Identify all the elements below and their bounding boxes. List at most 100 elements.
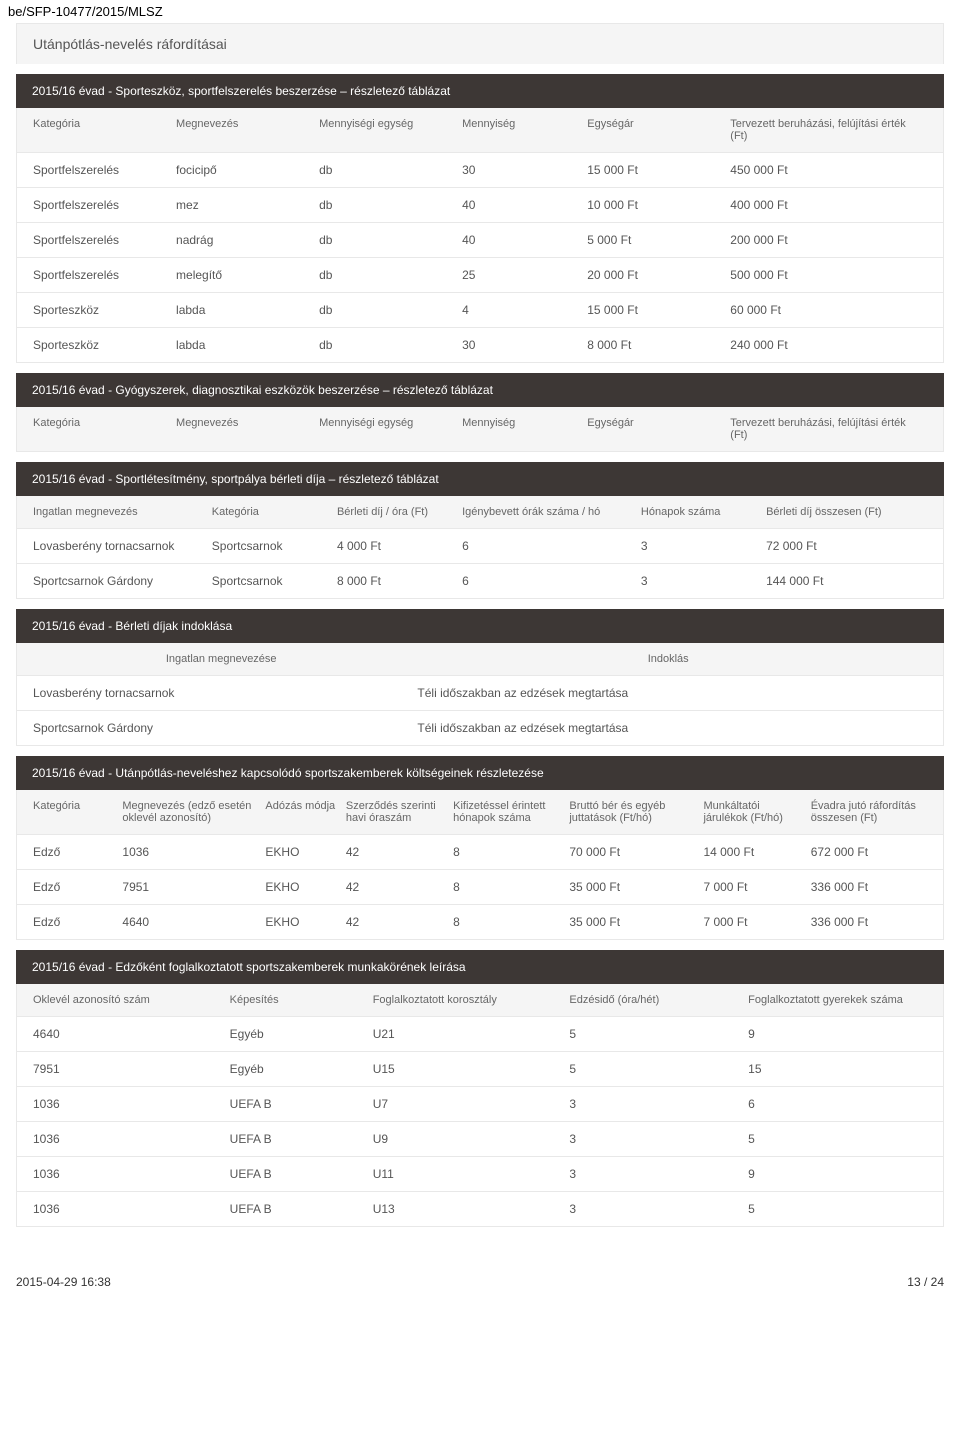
column-header: Megnevezés (edző esetén oklevél azonosít… <box>122 800 265 824</box>
table-cell: 4640 <box>33 1027 230 1041</box>
table-cell: Sporteszköz <box>33 338 176 352</box>
table-cell: Sportcsarnok Gárdony <box>33 721 417 735</box>
column-header: Hónapok száma <box>641 506 766 518</box>
table-row: Sportfelszerelésfocicipődb3015 000 Ft450… <box>16 153 944 188</box>
table-cell: 336 000 Ft <box>811 880 927 894</box>
table1-header-row: KategóriaMegnevezésMennyiségi egységMenn… <box>16 108 944 153</box>
table2-header-row: KategóriaMegnevezésMennyiségi egységMenn… <box>16 407 944 452</box>
table-cell: U11 <box>373 1167 570 1181</box>
table-cell: UEFA B <box>230 1202 373 1216</box>
table-cell: 1036 <box>33 1167 230 1181</box>
column-header: Tervezett beruházási, felújítási érték (… <box>730 118 927 142</box>
table-cell: U7 <box>373 1097 570 1111</box>
table-cell: labda <box>176 338 319 352</box>
column-header: Ingatlan megnevezése <box>33 653 417 665</box>
table-cell: EKHO <box>265 880 345 894</box>
table-cell: 5 000 Ft <box>587 233 730 247</box>
column-header: Tervezett beruházási, felújítási érték (… <box>730 417 927 441</box>
table-cell: Sportfelszerelés <box>33 233 176 247</box>
table-cell: U21 <box>373 1027 570 1041</box>
column-header: Mennyiség <box>462 118 587 142</box>
table-cell: 5 <box>748 1132 927 1146</box>
table-row: Sporteszközlabdadb415 000 Ft60 000 Ft <box>16 293 944 328</box>
table-cell: 8 000 Ft <box>587 338 730 352</box>
table-cell: 3 <box>569 1167 748 1181</box>
table-cell: 500 000 Ft <box>730 268 927 282</box>
column-header: Foglalkoztatott gyerekek száma <box>748 994 927 1006</box>
column-header: Egységár <box>587 417 730 441</box>
table-cell: 60 000 Ft <box>730 303 927 317</box>
table-cell: db <box>319 163 462 177</box>
column-header: Mennyiségi egység <box>319 118 462 142</box>
table-cell: 15 000 Ft <box>587 303 730 317</box>
table-row: Sportcsarnok GárdonySportcsarnok8 000 Ft… <box>16 564 944 599</box>
table-cell: UEFA B <box>230 1132 373 1146</box>
table-cell: 3 <box>569 1097 748 1111</box>
table-cell: 3 <box>641 574 766 588</box>
table-row: 4640EgyébU2159 <box>16 1017 944 1052</box>
table-cell: Lovasberény tornacsarnok <box>33 539 212 553</box>
table-row: Sportcsarnok GárdonyTéli időszakban az e… <box>16 711 944 746</box>
column-header: Szerződés szerinti havi óraszám <box>346 800 453 824</box>
table3-header-row: Ingatlan megnevezésKategóriaBérleti díj … <box>16 496 944 529</box>
table-cell: U9 <box>373 1132 570 1146</box>
table3-title: 2015/16 évad - Sportlétesítmény, sportpá… <box>16 462 944 496</box>
table-cell: UEFA B <box>230 1167 373 1181</box>
table-cell: focicipő <box>176 163 319 177</box>
table-row: Sporteszközlabdadb308 000 Ft240 000 Ft <box>16 328 944 363</box>
table-cell: 42 <box>346 915 453 929</box>
table-cell: 72 000 Ft <box>766 539 927 553</box>
table-cell: 1036 <box>33 1097 230 1111</box>
column-header: Megnevezés <box>176 417 319 441</box>
table-cell: U13 <box>373 1202 570 1216</box>
table-cell: 1036 <box>33 1132 230 1146</box>
column-header: Mennyiség <box>462 417 587 441</box>
table1-title: 2015/16 évad - Sporteszköz, sportfelszer… <box>16 74 944 108</box>
table-cell: 200 000 Ft <box>730 233 927 247</box>
footer-page: 13 / 24 <box>907 1275 944 1289</box>
table-cell: Edző <box>33 845 122 859</box>
table-cell: U15 <box>373 1062 570 1076</box>
table-cell: UEFA B <box>230 1097 373 1111</box>
table-cell: 450 000 Ft <box>730 163 927 177</box>
table-row: 7951EgyébU15515 <box>16 1052 944 1087</box>
table-cell: 42 <box>346 880 453 894</box>
column-header: Mennyiségi egység <box>319 417 462 441</box>
table-cell: 15 <box>748 1062 927 1076</box>
table-cell: 672 000 Ft <box>811 845 927 859</box>
table-cell: Sportfelszerelés <box>33 163 176 177</box>
column-header: Megnevezés <box>176 118 319 142</box>
column-header: Adózás módja <box>265 800 345 824</box>
table-cell: 6 <box>748 1097 927 1111</box>
table-cell: 5 <box>569 1027 748 1041</box>
table-row: 1036UEFA BU736 <box>16 1087 944 1122</box>
column-header: Kifizetéssel érintett hónapok száma <box>453 800 569 824</box>
column-header: Ingatlan megnevezés <box>33 506 212 518</box>
table-cell: 6 <box>462 539 641 553</box>
table-cell: 6 <box>462 574 641 588</box>
table-cell: melegítő <box>176 268 319 282</box>
table-cell: 1036 <box>122 845 265 859</box>
table-cell: Sporteszköz <box>33 303 176 317</box>
table-cell: 3 <box>569 1202 748 1216</box>
table-cell: Téli időszakban az edzések megtartása <box>417 686 927 700</box>
table-cell: 4640 <box>122 915 265 929</box>
table-cell: 25 <box>462 268 587 282</box>
table-cell: 10 000 Ft <box>587 198 730 212</box>
table-cell: 4 000 Ft <box>337 539 462 553</box>
table-cell: Sportcsarnok Gárdony <box>33 574 212 588</box>
column-header: Képesítés <box>230 994 373 1006</box>
table-cell: 35 000 Ft <box>569 880 703 894</box>
table-cell: nadrág <box>176 233 319 247</box>
column-header: Indoklás <box>417 653 927 665</box>
table-cell: 8 <box>453 845 569 859</box>
table-cell: Sportfelszerelés <box>33 268 176 282</box>
table6-header-row: Oklevél azonosító számKépesítésFoglalkoz… <box>16 984 944 1017</box>
column-header: Foglalkoztatott korosztály <box>373 994 570 1006</box>
table-cell: 35 000 Ft <box>569 915 703 929</box>
table-cell: db <box>319 233 462 247</box>
table-cell: 8 <box>453 880 569 894</box>
table-row: Lovasberény tornacsarnokSportcsarnok4 00… <box>16 529 944 564</box>
table-cell: EKHO <box>265 845 345 859</box>
column-header: Évadra jutó ráfordítás összesen (Ft) <box>811 800 927 824</box>
